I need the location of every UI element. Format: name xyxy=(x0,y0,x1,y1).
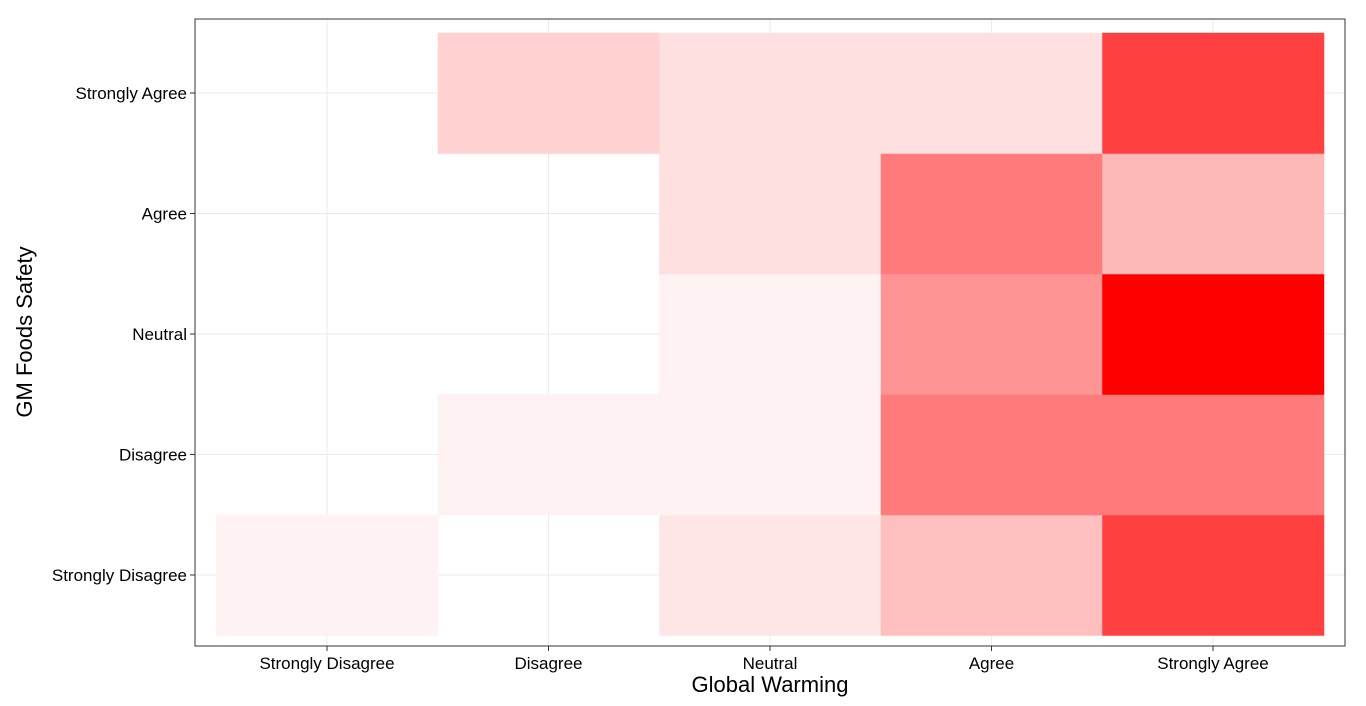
heatmap-cell xyxy=(659,153,882,275)
y-tick-label: Disagree xyxy=(119,446,187,465)
x-tick-label: Strongly Disagree xyxy=(259,654,394,673)
heatmap-cell xyxy=(659,32,882,154)
heatmap-cell xyxy=(659,273,882,395)
heatmap-cell xyxy=(880,153,1103,275)
heatmap-cell xyxy=(1102,514,1325,636)
y-tick-label: Strongly Disagree xyxy=(52,566,187,585)
heatmap-cell xyxy=(880,32,1103,154)
axis-ticks xyxy=(190,92,1214,651)
x-axis-title: Global Warming xyxy=(692,672,849,697)
x-tick-label: Strongly Agree xyxy=(1157,654,1269,673)
heatmap-cell xyxy=(1102,32,1325,154)
heatmap-cell xyxy=(659,514,882,636)
heatmap-cell xyxy=(659,394,882,516)
x-tick-label: Disagree xyxy=(514,654,582,673)
y-axis-tick-labels: Strongly Disagree Disagree Neutral Agree Str… xyxy=(52,84,187,585)
x-tick-label: Agree xyxy=(969,654,1014,673)
heatmap-cell xyxy=(880,273,1103,395)
y-tick-label: Strongly Agree xyxy=(75,84,187,103)
y-axis-title: GM Foods Safety xyxy=(12,246,37,417)
y-tick-label: Agree xyxy=(142,205,187,224)
heatmap-cell xyxy=(1102,273,1325,395)
heatmap-cell xyxy=(216,514,439,636)
heatmap-cell xyxy=(1102,153,1325,275)
heatmap-cell xyxy=(437,394,660,516)
heatmap-cell xyxy=(880,514,1103,636)
y-tick-label: Neutral xyxy=(132,325,187,344)
heatmap-cell xyxy=(880,394,1103,516)
heatmap-cell xyxy=(1102,394,1325,516)
heatmap-cells xyxy=(216,32,1325,636)
x-axis-tick-labels: Strongly Disagree Disagree Neutral Agree Str… xyxy=(259,654,1268,673)
x-tick-label: Neutral xyxy=(743,654,798,673)
heatmap-cell xyxy=(437,32,660,154)
